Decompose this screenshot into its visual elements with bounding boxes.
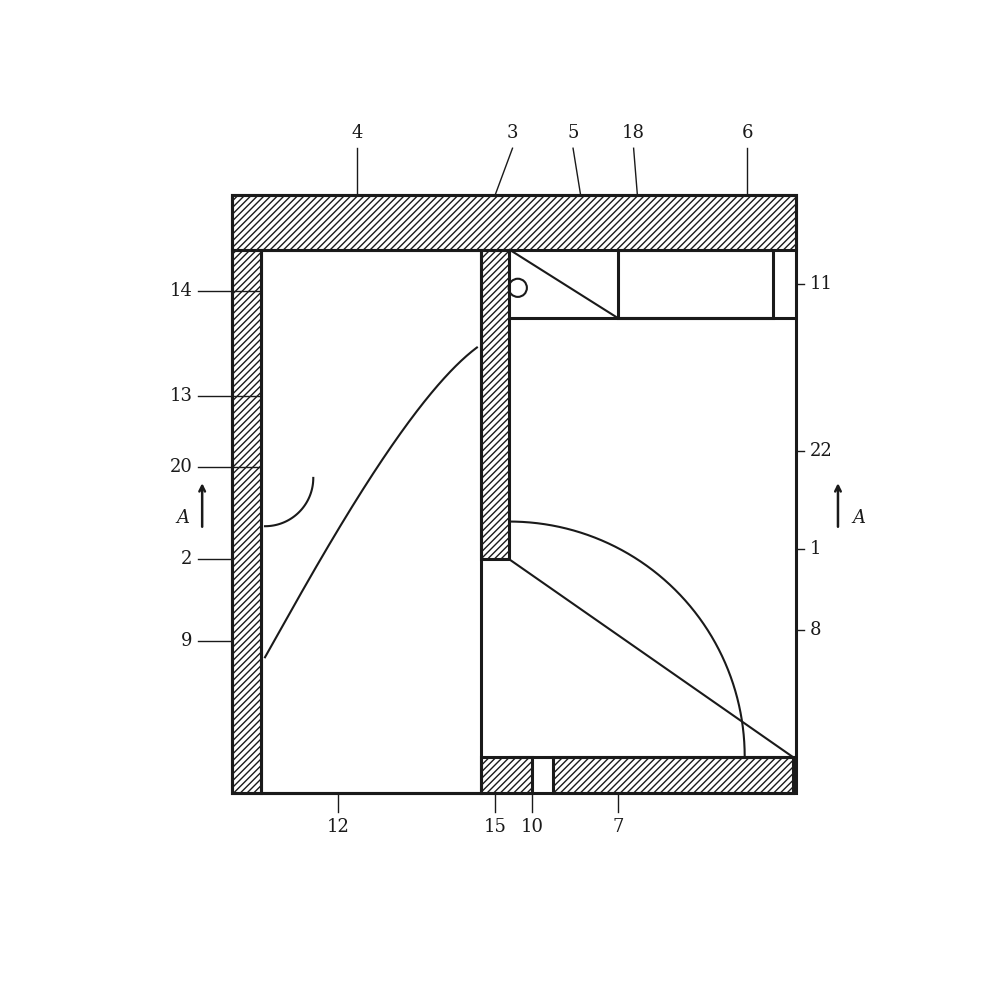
Bar <box>232 196 796 793</box>
Text: A: A <box>853 509 866 527</box>
Text: A: A <box>177 509 190 527</box>
Bar <box>232 196 796 250</box>
Bar <box>481 250 509 559</box>
Text: 5: 5 <box>567 124 579 143</box>
Text: 2: 2 <box>181 550 192 568</box>
Text: 11: 11 <box>810 275 833 293</box>
Bar <box>261 250 481 793</box>
Text: 15: 15 <box>484 818 507 837</box>
Text: 9: 9 <box>181 632 192 650</box>
Bar <box>618 250 773 318</box>
Text: 8: 8 <box>810 621 821 639</box>
Text: 7: 7 <box>613 818 624 837</box>
Text: 14: 14 <box>169 282 192 300</box>
Bar <box>553 757 793 793</box>
Text: 6: 6 <box>741 124 753 143</box>
Text: 18: 18 <box>622 124 645 143</box>
Text: 20: 20 <box>169 458 192 476</box>
Bar <box>481 757 532 793</box>
Text: 4: 4 <box>352 124 363 143</box>
Text: 13: 13 <box>169 387 192 405</box>
Text: 1: 1 <box>810 540 821 557</box>
Text: 12: 12 <box>327 818 350 837</box>
Text: 22: 22 <box>810 441 833 460</box>
Text: 10: 10 <box>521 818 544 837</box>
Text: 3: 3 <box>507 124 518 143</box>
Bar <box>232 250 261 793</box>
